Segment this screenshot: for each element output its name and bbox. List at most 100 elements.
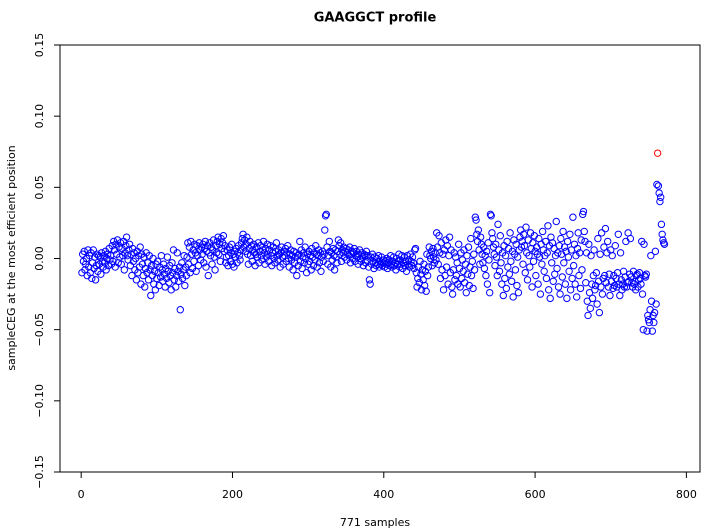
point: [543, 249, 551, 257]
point: [538, 227, 547, 236]
point: [572, 293, 581, 301]
point: [558, 273, 567, 281]
point: [660, 240, 669, 248]
point: [117, 260, 125, 268]
point: [325, 237, 334, 246]
point: [641, 273, 650, 281]
point: [485, 256, 493, 264]
point: [561, 280, 570, 288]
point: [586, 304, 595, 313]
point: [563, 294, 571, 303]
point: [544, 286, 553, 294]
point: [584, 311, 592, 320]
point: [611, 241, 619, 250]
point: [204, 271, 212, 280]
point: [568, 274, 576, 283]
point: [503, 237, 511, 246]
point: [463, 251, 471, 260]
point: [333, 259, 341, 267]
point: [321, 226, 329, 234]
point: [221, 241, 229, 250]
point: [605, 270, 613, 278]
point: [596, 250, 604, 258]
point: [136, 243, 144, 251]
point: [557, 234, 565, 243]
point: [272, 239, 281, 247]
point: [559, 227, 567, 236]
x-tick-label: 400: [373, 488, 394, 501]
point: [535, 253, 544, 261]
point: [548, 259, 556, 267]
point: [652, 300, 660, 308]
point: [408, 253, 417, 261]
point: [591, 286, 599, 294]
point: [482, 247, 491, 256]
point: [564, 253, 573, 261]
point: [597, 229, 606, 237]
point: [488, 229, 496, 237]
y-axis-label: sampleCEG at the most efficient position: [5, 145, 18, 370]
point: [157, 251, 166, 260]
point: [597, 283, 605, 291]
point: [208, 260, 216, 268]
point: [509, 293, 517, 301]
point: [532, 271, 540, 280]
point: [579, 207, 588, 216]
point: [476, 233, 485, 241]
x-tick-label: 800: [676, 488, 697, 501]
point: [482, 271, 490, 280]
y-tick-label: 0.15: [33, 33, 46, 58]
point: [602, 278, 610, 287]
point: [538, 260, 546, 268]
x-tick-label: 0: [78, 488, 85, 501]
y-tick-label: 0.00: [33, 246, 46, 271]
point: [424, 263, 433, 271]
point: [91, 276, 100, 284]
point: [542, 274, 551, 283]
point: [499, 291, 508, 300]
point: [216, 257, 225, 266]
y-tick-label: −0.15: [33, 455, 46, 489]
point: [464, 270, 472, 278]
point: [434, 260, 442, 268]
point: [643, 327, 651, 335]
point: [480, 264, 489, 273]
point: [425, 243, 433, 251]
point: [497, 259, 505, 267]
point: [471, 213, 480, 221]
point: [296, 237, 304, 246]
point: [579, 210, 587, 219]
point: [540, 267, 548, 276]
point: [410, 264, 418, 273]
x-tick-label: 200: [222, 488, 243, 501]
point: [656, 193, 665, 201]
point: [638, 290, 647, 298]
point: [653, 180, 661, 189]
point: [600, 243, 608, 251]
point: [483, 280, 492, 288]
point: [320, 250, 328, 258]
point: [472, 216, 480, 224]
point: [507, 277, 516, 285]
point: [654, 182, 663, 190]
point: [577, 236, 585, 244]
point: [464, 243, 473, 251]
point: [236, 256, 244, 264]
point: [470, 250, 478, 258]
point: [650, 308, 659, 317]
point: [212, 241, 220, 250]
point: [211, 266, 219, 274]
point: [507, 257, 515, 266]
point: [423, 271, 432, 280]
point: [468, 257, 476, 266]
point: [470, 266, 479, 274]
point: [504, 263, 512, 271]
point: [520, 241, 529, 250]
point: [80, 247, 88, 256]
point: [445, 233, 454, 241]
point: [448, 283, 456, 291]
point: [651, 247, 660, 256]
point: [97, 270, 105, 278]
point: [443, 241, 452, 250]
